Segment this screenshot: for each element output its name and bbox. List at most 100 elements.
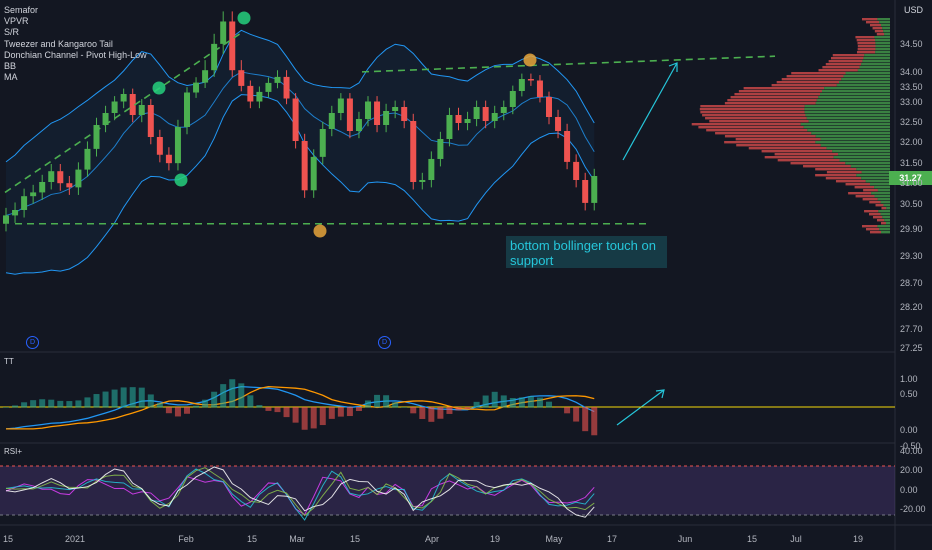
candle-body <box>383 111 390 125</box>
volume-bar-sell <box>875 204 884 207</box>
tt-histogram-bar <box>491 391 498 408</box>
volume-bar-buy <box>875 51 890 54</box>
candle-body <box>546 97 552 117</box>
candle-body <box>328 113 335 129</box>
candle-body <box>392 107 399 111</box>
volume-bar-buy <box>880 213 890 216</box>
volume-profile <box>691 18 890 234</box>
volume-bar-sell <box>856 51 876 54</box>
tt-tick-label: -0.50 <box>900 441 921 451</box>
tt-histogram-bar <box>220 384 227 408</box>
price-tick-label: 28.70 <box>900 278 923 288</box>
time-tick-label: Jun <box>677 534 693 544</box>
volume-bar-sell <box>825 63 862 66</box>
tt-histogram-bar <box>355 407 362 411</box>
tt-histogram-bar <box>482 395 489 408</box>
volume-bar-sell <box>706 129 808 132</box>
semafor-circle <box>174 173 188 187</box>
tt-histogram-bar <box>129 387 136 408</box>
candles <box>3 11 598 232</box>
tt-histogram-bar <box>383 395 390 408</box>
tt-histogram-bar <box>283 407 290 418</box>
candle-body <box>138 105 145 115</box>
tt-histogram-bar <box>12 405 19 408</box>
volume-bar-buy <box>886 207 890 210</box>
candle-body <box>229 21 236 71</box>
volume-bar-sell <box>872 27 883 30</box>
volume-bar-sell <box>869 213 881 216</box>
volume-bar-sell <box>835 180 866 183</box>
volume-bar-buy <box>815 102 890 105</box>
tt-pane-label: TT <box>4 357 14 366</box>
tt-histogram-bar <box>84 397 91 408</box>
tt-histogram-bar <box>292 407 299 423</box>
rsi-tick-label: -20.00 <box>900 504 926 514</box>
bollinger-fill <box>6 30 595 275</box>
volume-bar-buy <box>885 222 890 225</box>
tt-histogram-bar <box>193 405 200 408</box>
price-tick-label: 32.50 <box>900 117 923 127</box>
tt-histogram-bar <box>365 400 371 408</box>
tt-histogram-bar <box>591 407 598 436</box>
volume-bar-sell <box>862 225 878 228</box>
price-tick-label: 33.00 <box>900 97 923 107</box>
time-tick-label: May <box>545 534 563 544</box>
tt-histogram-bar <box>464 407 471 410</box>
volume-bar-buy <box>863 57 890 60</box>
candle-body <box>310 156 317 191</box>
volume-bar-sell <box>873 216 883 219</box>
volume-bar-buy <box>820 144 890 147</box>
tt-histogram-bar <box>39 399 46 408</box>
tt-histogram-bar <box>30 400 37 408</box>
event-marker-d[interactable]: D <box>26 336 39 349</box>
tt-slow-line <box>6 385 595 430</box>
volume-bar-sell <box>863 189 878 192</box>
volume-bar-sell <box>738 90 822 93</box>
candle-body <box>174 127 181 164</box>
volume-bar-sell <box>700 105 805 108</box>
tt-histogram-bar <box>337 407 344 417</box>
candle-body <box>582 180 589 203</box>
price-tick-label: 27.25 <box>900 343 923 353</box>
last-price-tag: 31.27 <box>889 171 932 185</box>
tt-histogram-bar <box>165 407 172 414</box>
volume-bar-buy <box>884 219 890 222</box>
event-marker-d[interactable]: D <box>378 336 391 349</box>
volume-bar-buy <box>811 132 890 135</box>
candle-body <box>564 131 571 162</box>
volume-bar-sell <box>857 48 876 51</box>
candle-body <box>536 80 543 97</box>
candle-body <box>419 180 426 182</box>
rsi-tick-label: 0.00 <box>900 485 918 495</box>
rsi-line <box>5 466 595 518</box>
volume-bar-buy <box>877 189 890 192</box>
volume-bar-buy <box>833 156 890 159</box>
bollinger-upper <box>5 29 595 163</box>
volume-bar-sell <box>815 174 857 177</box>
volume-bar-sell <box>700 111 805 114</box>
time-tick-label: 2021 <box>64 534 86 544</box>
candle-body <box>518 79 525 91</box>
tt-histogram-bar <box>518 397 525 408</box>
tt-histogram-bar <box>346 407 353 417</box>
tt-tick-label: 1.00 <box>900 374 918 384</box>
volume-bar-sell <box>774 153 839 156</box>
time-tick-label: 17 <box>606 534 618 544</box>
candle-body <box>482 107 489 121</box>
volume-bar-sell <box>730 96 819 99</box>
indicator-legend: Semafor VPVR S/R Tweezer and Kangaroo Ta… <box>4 5 147 83</box>
tt-histogram-bar <box>184 407 190 414</box>
candle-body <box>3 215 9 224</box>
price-tick-label: 27.70 <box>900 324 923 334</box>
forecast-arrowhead <box>655 389 665 399</box>
volume-bar-buy <box>875 42 890 45</box>
volume-bar-buy <box>839 81 890 84</box>
volume-bar-buy <box>843 75 890 78</box>
volume-bar-buy <box>806 117 890 120</box>
tt-histogram-bar <box>75 400 82 408</box>
tt-histogram-bar <box>555 407 562 408</box>
volume-bar-buy <box>841 78 890 81</box>
volume-bar-buy <box>845 162 890 165</box>
candle-body <box>220 21 227 44</box>
